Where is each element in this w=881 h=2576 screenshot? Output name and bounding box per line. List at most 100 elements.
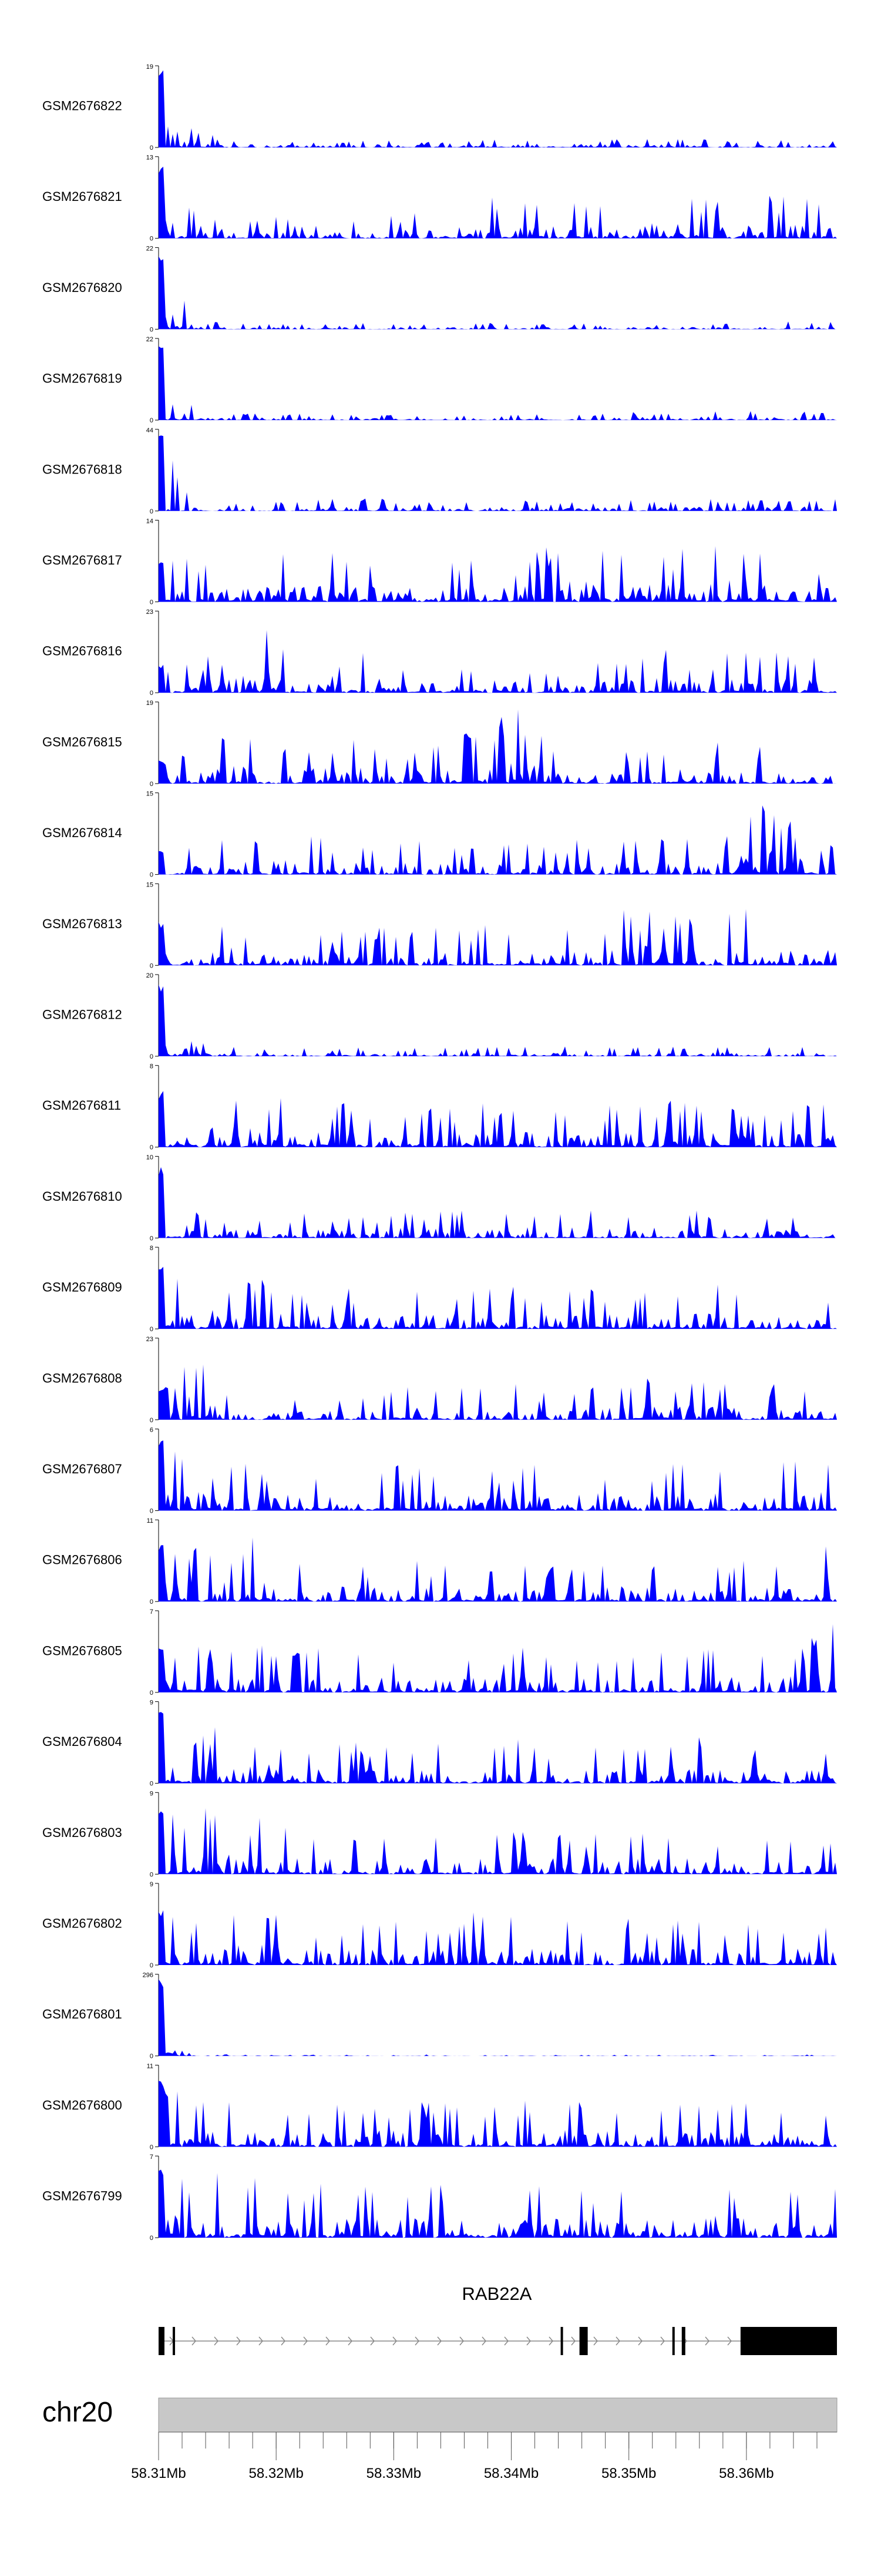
coverage-area (159, 546, 837, 602)
gene-exon (579, 2327, 588, 2355)
track-label: GSM2676808 (42, 1371, 122, 1385)
chromosome-ideogram (158, 2397, 838, 2433)
axis-tick-label: 58.33Mb (366, 2466, 421, 2481)
chromosome-axis: chr20 58.31Mb 58.32Mb 58.33Mb 58.34Mb 58.35M… (42, 2397, 838, 2481)
strand-arrow (660, 2336, 665, 2346)
track-y-max-label: 8 (150, 1245, 153, 1252)
track-GSM2676814: GSM2676814 15 0 (42, 791, 837, 879)
strand-arrow (549, 2336, 553, 2346)
coverage-area (159, 709, 837, 784)
track-label: GSM2676809 (42, 1280, 122, 1295)
gene-exon (159, 2327, 165, 2355)
axis-tick-label: 58.31Mb (131, 2466, 186, 2481)
track-label: GSM2676802 (42, 1916, 122, 1931)
coverage-area (159, 1624, 837, 1692)
track-y-max-label: 11 (147, 2063, 153, 2070)
track-GSM2676803: GSM2676803 9 0 (42, 1790, 837, 1878)
track-label: GSM2676821 (42, 189, 122, 204)
track-label: GSM2676813 (42, 916, 122, 931)
track-GSM2676799: GSM2676799 7 0 (42, 2154, 837, 2242)
coverage-area (159, 166, 837, 239)
track-GSM2676818: GSM2676818 44 0 (42, 427, 837, 515)
track-label: GSM2676807 (42, 1462, 122, 1476)
strand-arrow (638, 2336, 643, 2346)
track-y-max-label: 19 (146, 63, 153, 70)
track-GSM2676812: GSM2676812 20 0 (42, 972, 837, 1060)
track-y-max-label: 8 (150, 1063, 153, 1070)
track-label: GSM2676814 (42, 825, 122, 840)
strand-arrow (370, 2336, 375, 2346)
track-y-min-label: 0 (150, 1598, 153, 1606)
coverage-area (159, 70, 837, 147)
track-y-max-label: 44 (146, 427, 153, 434)
track-y-max-label: 10 (146, 1154, 153, 1161)
coverage-area (159, 435, 837, 511)
strand-arrow (191, 2336, 196, 2346)
track-GSM2676817: GSM2676817 14 0 (42, 518, 837, 606)
track-y-min-label: 0 (150, 690, 153, 697)
track-y-max-label: 19 (146, 700, 153, 707)
track-y-max-label: 20 (146, 972, 153, 979)
track-y-min-label: 0 (150, 781, 153, 788)
strand-arrow (571, 2336, 576, 2346)
coverage-area (159, 1364, 837, 1420)
coverage-area (159, 256, 837, 330)
track-y-min-label: 0 (150, 145, 153, 152)
track-y-max-label: 9 (150, 1700, 153, 1707)
track-label: GSM2676822 (42, 99, 122, 113)
track-label: GSM2676818 (42, 462, 122, 476)
track-y-max-label: 7 (150, 2154, 153, 2161)
track-y-min-label: 0 (150, 1962, 153, 1969)
track-y-max-label: 7 (150, 1608, 153, 1616)
track-y-max-label: 6 (150, 1427, 153, 1434)
track-label: GSM2676806 (42, 1553, 122, 1567)
track-y-max-label: 23 (146, 609, 153, 616)
gene-exon (681, 2327, 685, 2355)
track-y-max-label: 13 (146, 155, 153, 162)
strand-arrow (281, 2336, 285, 2346)
track-GSM2676819: GSM2676819 22 0 (42, 336, 837, 424)
track-GSM2676809: GSM2676809 8 0 (42, 1245, 837, 1333)
track-y-min-label: 0 (150, 2235, 153, 2242)
gene-exon (740, 2327, 837, 2355)
coverage-area (159, 1537, 837, 1602)
strand-arrow (526, 2336, 531, 2346)
track-y-max-label: 15 (146, 791, 153, 798)
track-GSM2676822: GSM2676822 19 0 (42, 63, 837, 152)
track-y-max-label: 23 (146, 1336, 153, 1343)
coverage-area (159, 2169, 837, 2238)
strand-arrow (214, 2336, 218, 2346)
track-GSM2676816: GSM2676816 23 0 (42, 609, 837, 697)
strand-arrow (616, 2336, 620, 2346)
track-y-min-label: 0 (150, 1326, 153, 1333)
track-y-max-label: 11 (147, 1517, 153, 1524)
track-y-min-label: 0 (150, 326, 153, 333)
track-GSM2676807: GSM2676807 6 0 (42, 1427, 837, 1515)
strand-arrow (303, 2336, 308, 2346)
coverage-area (159, 1712, 837, 1784)
gene-model: RAB22A (159, 2283, 837, 2355)
track-GSM2676808: GSM2676808 23 0 (42, 1336, 837, 1424)
track-y-max-label: 22 (146, 245, 153, 252)
track-y-min-label: 0 (150, 599, 153, 606)
track-y-min-label: 0 (150, 2053, 153, 2060)
track-label: GSM2676801 (42, 2007, 122, 2021)
track-y-min-label: 0 (150, 2144, 153, 2151)
coverage-area (159, 1979, 837, 2056)
strand-arrow (727, 2336, 732, 2346)
track-label: GSM2676805 (42, 1643, 122, 1658)
strand-arrow (392, 2336, 397, 2346)
strand-arrow (325, 2336, 330, 2346)
track-y-min-label: 0 (150, 1508, 153, 1515)
gene-label: RAB22A (462, 2283, 532, 2304)
track-GSM2676801: GSM2676801 296 0 (42, 1972, 837, 2060)
track-y-max-label: 22 (146, 336, 153, 343)
track-label: GSM2676819 (42, 371, 122, 386)
axis-tick-label: 58.36Mb (719, 2466, 774, 2481)
coverage-area (159, 1091, 837, 1147)
track-label: GSM2676803 (42, 1825, 122, 1840)
track-y-min-label: 0 (150, 236, 153, 243)
coverage-area (159, 805, 837, 875)
